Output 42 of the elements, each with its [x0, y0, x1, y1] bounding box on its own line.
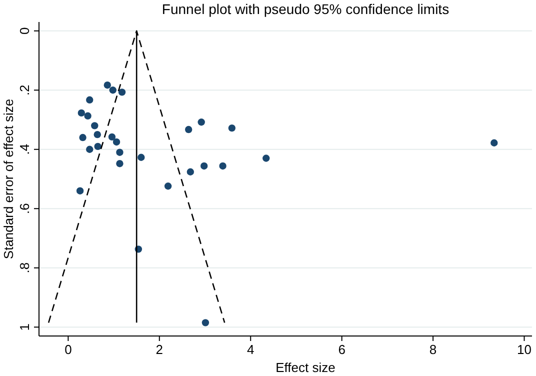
point — [116, 148, 124, 156]
point — [76, 187, 84, 194]
point — [164, 182, 172, 190]
y-tick-label: 0 — [17, 27, 32, 35]
point — [84, 112, 92, 120]
x-tick-label: 0 — [64, 342, 72, 357]
point — [109, 86, 116, 94]
x-tick-label: 2 — [156, 342, 164, 357]
chart-title: Funnel plot with pseudo 95% confidence limits — [162, 1, 450, 17]
y-tick-label: 1 — [17, 323, 32, 331]
x-tick-label: 10 — [517, 342, 532, 357]
x-tick-label: 4 — [246, 342, 254, 357]
point — [202, 319, 210, 326]
y-tick-label: .6 — [17, 203, 32, 214]
point — [94, 130, 101, 138]
x-tick-label: 8 — [429, 342, 437, 357]
y-tick-label: .2 — [17, 84, 32, 96]
point — [184, 126, 192, 134]
point — [79, 134, 86, 142]
point — [94, 142, 102, 150]
point — [118, 88, 126, 96]
y-tick-label: .4 — [17, 144, 32, 155]
point — [86, 146, 94, 153]
point — [112, 138, 120, 146]
point — [219, 162, 226, 170]
point — [186, 168, 194, 176]
point — [198, 118, 205, 126]
point — [116, 160, 124, 168]
point — [228, 124, 236, 132]
point — [78, 109, 86, 117]
point — [200, 162, 208, 170]
point — [91, 122, 98, 130]
point — [262, 154, 270, 162]
point — [104, 81, 112, 89]
point — [108, 133, 116, 141]
point — [86, 96, 94, 104]
y-tick-label: .8 — [17, 262, 32, 274]
y-axis-title: Standard error of effect size — [1, 98, 16, 260]
point — [490, 139, 498, 146]
x-axis-title: Effect size — [276, 360, 336, 375]
x-tick-label: 6 — [338, 342, 346, 357]
point — [138, 154, 145, 161]
